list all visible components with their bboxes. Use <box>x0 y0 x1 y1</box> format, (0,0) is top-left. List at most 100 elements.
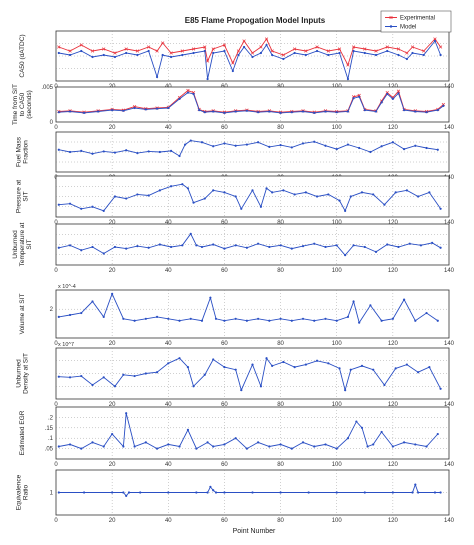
data-point <box>240 388 243 392</box>
data-point <box>293 193 296 196</box>
data-point <box>125 247 128 250</box>
data-point <box>363 109 366 112</box>
data-point <box>315 45 319 49</box>
data-point <box>372 368 375 371</box>
data-point <box>209 485 212 488</box>
data-point <box>428 191 431 194</box>
data-point <box>180 49 184 53</box>
data-point <box>257 317 260 320</box>
series-group <box>57 37 443 81</box>
data-point <box>124 47 128 51</box>
x-tick-label: 40 <box>165 518 172 524</box>
data-point <box>155 315 159 318</box>
data-point <box>442 104 445 107</box>
data-point <box>265 43 268 47</box>
data-point <box>315 359 319 362</box>
data-point <box>372 443 375 446</box>
data-point <box>79 43 83 47</box>
data-point <box>147 49 150 53</box>
data-point <box>161 41 165 45</box>
data-point <box>436 109 439 112</box>
figure-title: E85 Flame Propogation Model Inputs <box>185 16 326 25</box>
data-point <box>251 55 254 59</box>
data-point <box>167 317 170 320</box>
data-point <box>57 148 60 151</box>
y-tick-label: .005 <box>41 85 53 91</box>
x-tick-label: 120 <box>388 518 399 524</box>
data-point <box>122 373 125 376</box>
data-point <box>234 110 237 113</box>
data-point <box>335 111 338 114</box>
data-point <box>205 59 210 63</box>
data-point <box>111 491 114 494</box>
data-point <box>257 141 260 144</box>
data-point <box>358 95 361 98</box>
x-tick-label: 80 <box>277 341 284 347</box>
data-point <box>68 49 72 53</box>
data-point <box>223 366 226 369</box>
data-point <box>410 45 415 49</box>
x-tick-label: 20 <box>109 341 116 347</box>
data-point <box>369 150 372 154</box>
data-point <box>360 191 364 194</box>
data-point <box>268 110 271 113</box>
data-point <box>91 205 94 208</box>
x-tick-label: 0 <box>54 125 58 131</box>
data-point <box>391 317 394 320</box>
data-point <box>212 51 215 55</box>
x-tick-label: 100 <box>332 220 343 226</box>
data-point <box>113 385 117 388</box>
data-point <box>91 245 94 249</box>
data-point <box>352 49 355 53</box>
data-point <box>358 321 361 324</box>
data-point <box>57 111 60 114</box>
data-point <box>200 319 204 322</box>
data-point <box>324 443 327 446</box>
data-point <box>223 191 226 194</box>
data-point <box>344 254 347 257</box>
data-point <box>147 150 150 153</box>
x-tick-label: 40 <box>165 462 172 468</box>
x-tick-label: 20 <box>109 268 116 274</box>
x-tick-label: 120 <box>388 220 399 226</box>
data-point <box>184 143 187 146</box>
data-point <box>397 92 400 95</box>
data-point <box>374 53 378 57</box>
data-point <box>360 364 364 367</box>
data-point <box>349 368 352 371</box>
data-point <box>214 317 218 320</box>
data-point <box>315 49 319 53</box>
x-tick-label: 100 <box>332 402 343 408</box>
x-tick-label: 0 <box>54 341 58 347</box>
data-point <box>209 296 212 299</box>
data-point <box>178 357 181 360</box>
x-tick-label: 100 <box>332 462 343 468</box>
data-point <box>391 97 394 100</box>
plot-frame <box>55 347 450 400</box>
data-point <box>144 108 147 111</box>
data-point <box>335 244 338 247</box>
data-point <box>203 49 206 53</box>
data-point <box>363 47 367 51</box>
data-point <box>57 45 61 49</box>
data-point <box>438 45 443 49</box>
data-point <box>271 364 274 367</box>
data-point <box>257 111 260 114</box>
data-point <box>68 244 72 247</box>
data-point <box>91 152 94 155</box>
data-point <box>363 51 366 55</box>
data-point <box>411 51 414 55</box>
data-point <box>203 197 206 200</box>
data-point <box>200 141 204 144</box>
data-point <box>433 491 437 494</box>
data-point <box>144 372 147 375</box>
data-point <box>251 491 254 494</box>
data-point <box>234 144 237 147</box>
data-point <box>338 199 341 202</box>
data-point <box>102 252 105 255</box>
data-point <box>374 250 378 253</box>
x-tick-label: 80 <box>277 125 284 131</box>
data-point <box>282 57 285 61</box>
data-point <box>57 491 60 494</box>
